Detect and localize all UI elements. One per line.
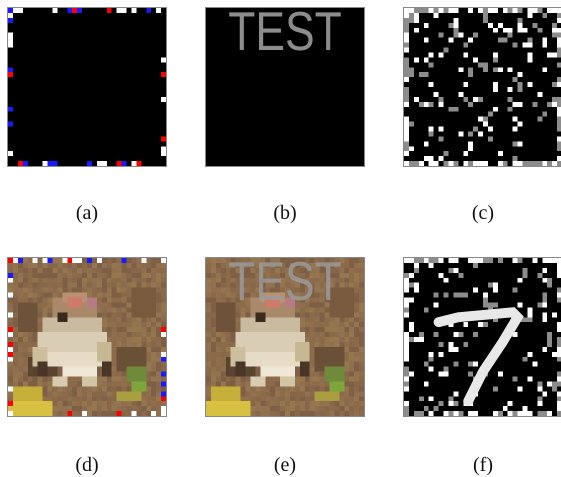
image-d bbox=[8, 258, 166, 416]
image-f bbox=[404, 258, 561, 416]
digit-seven bbox=[433, 307, 524, 407]
image-b: TEST bbox=[206, 8, 364, 166]
panel-a-border-noise-trigger bbox=[7, 7, 167, 167]
image-c bbox=[404, 8, 561, 166]
panel-e-frog-with-text-trigger: TEST bbox=[205, 257, 365, 417]
caption-f: (f) bbox=[473, 454, 493, 476]
trigger-text: TEST bbox=[228, 8, 342, 62]
trigger-text-overlay: TEST bbox=[228, 258, 342, 312]
caption-e: (e) bbox=[273, 454, 297, 476]
caption-b: (b) bbox=[273, 202, 297, 224]
panel-b-text-trigger: TEST bbox=[205, 7, 365, 167]
caption-a: (a) bbox=[75, 202, 99, 224]
caption-c: (c) bbox=[471, 202, 495, 224]
panel-c-random-noise-trigger bbox=[403, 7, 561, 167]
caption-d: (d) bbox=[75, 454, 99, 476]
image-e: TEST bbox=[206, 258, 364, 416]
panel-d-frog-with-border-trigger bbox=[7, 257, 167, 417]
panel-f-digit-with-noise bbox=[403, 257, 561, 417]
image-a bbox=[8, 8, 166, 166]
